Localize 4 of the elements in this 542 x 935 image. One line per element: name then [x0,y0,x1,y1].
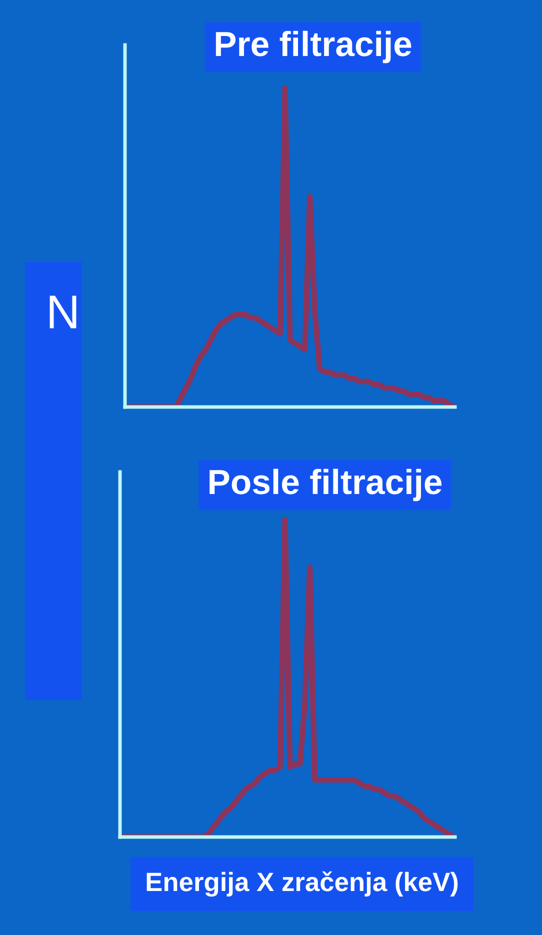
y-axis-title: N [50,296,76,328]
x-axis-title: Energija X zračenja (keV) [146,871,458,897]
chart-title: Posle filtracije [210,468,442,502]
chart-title: Pre filtracije [216,30,412,64]
